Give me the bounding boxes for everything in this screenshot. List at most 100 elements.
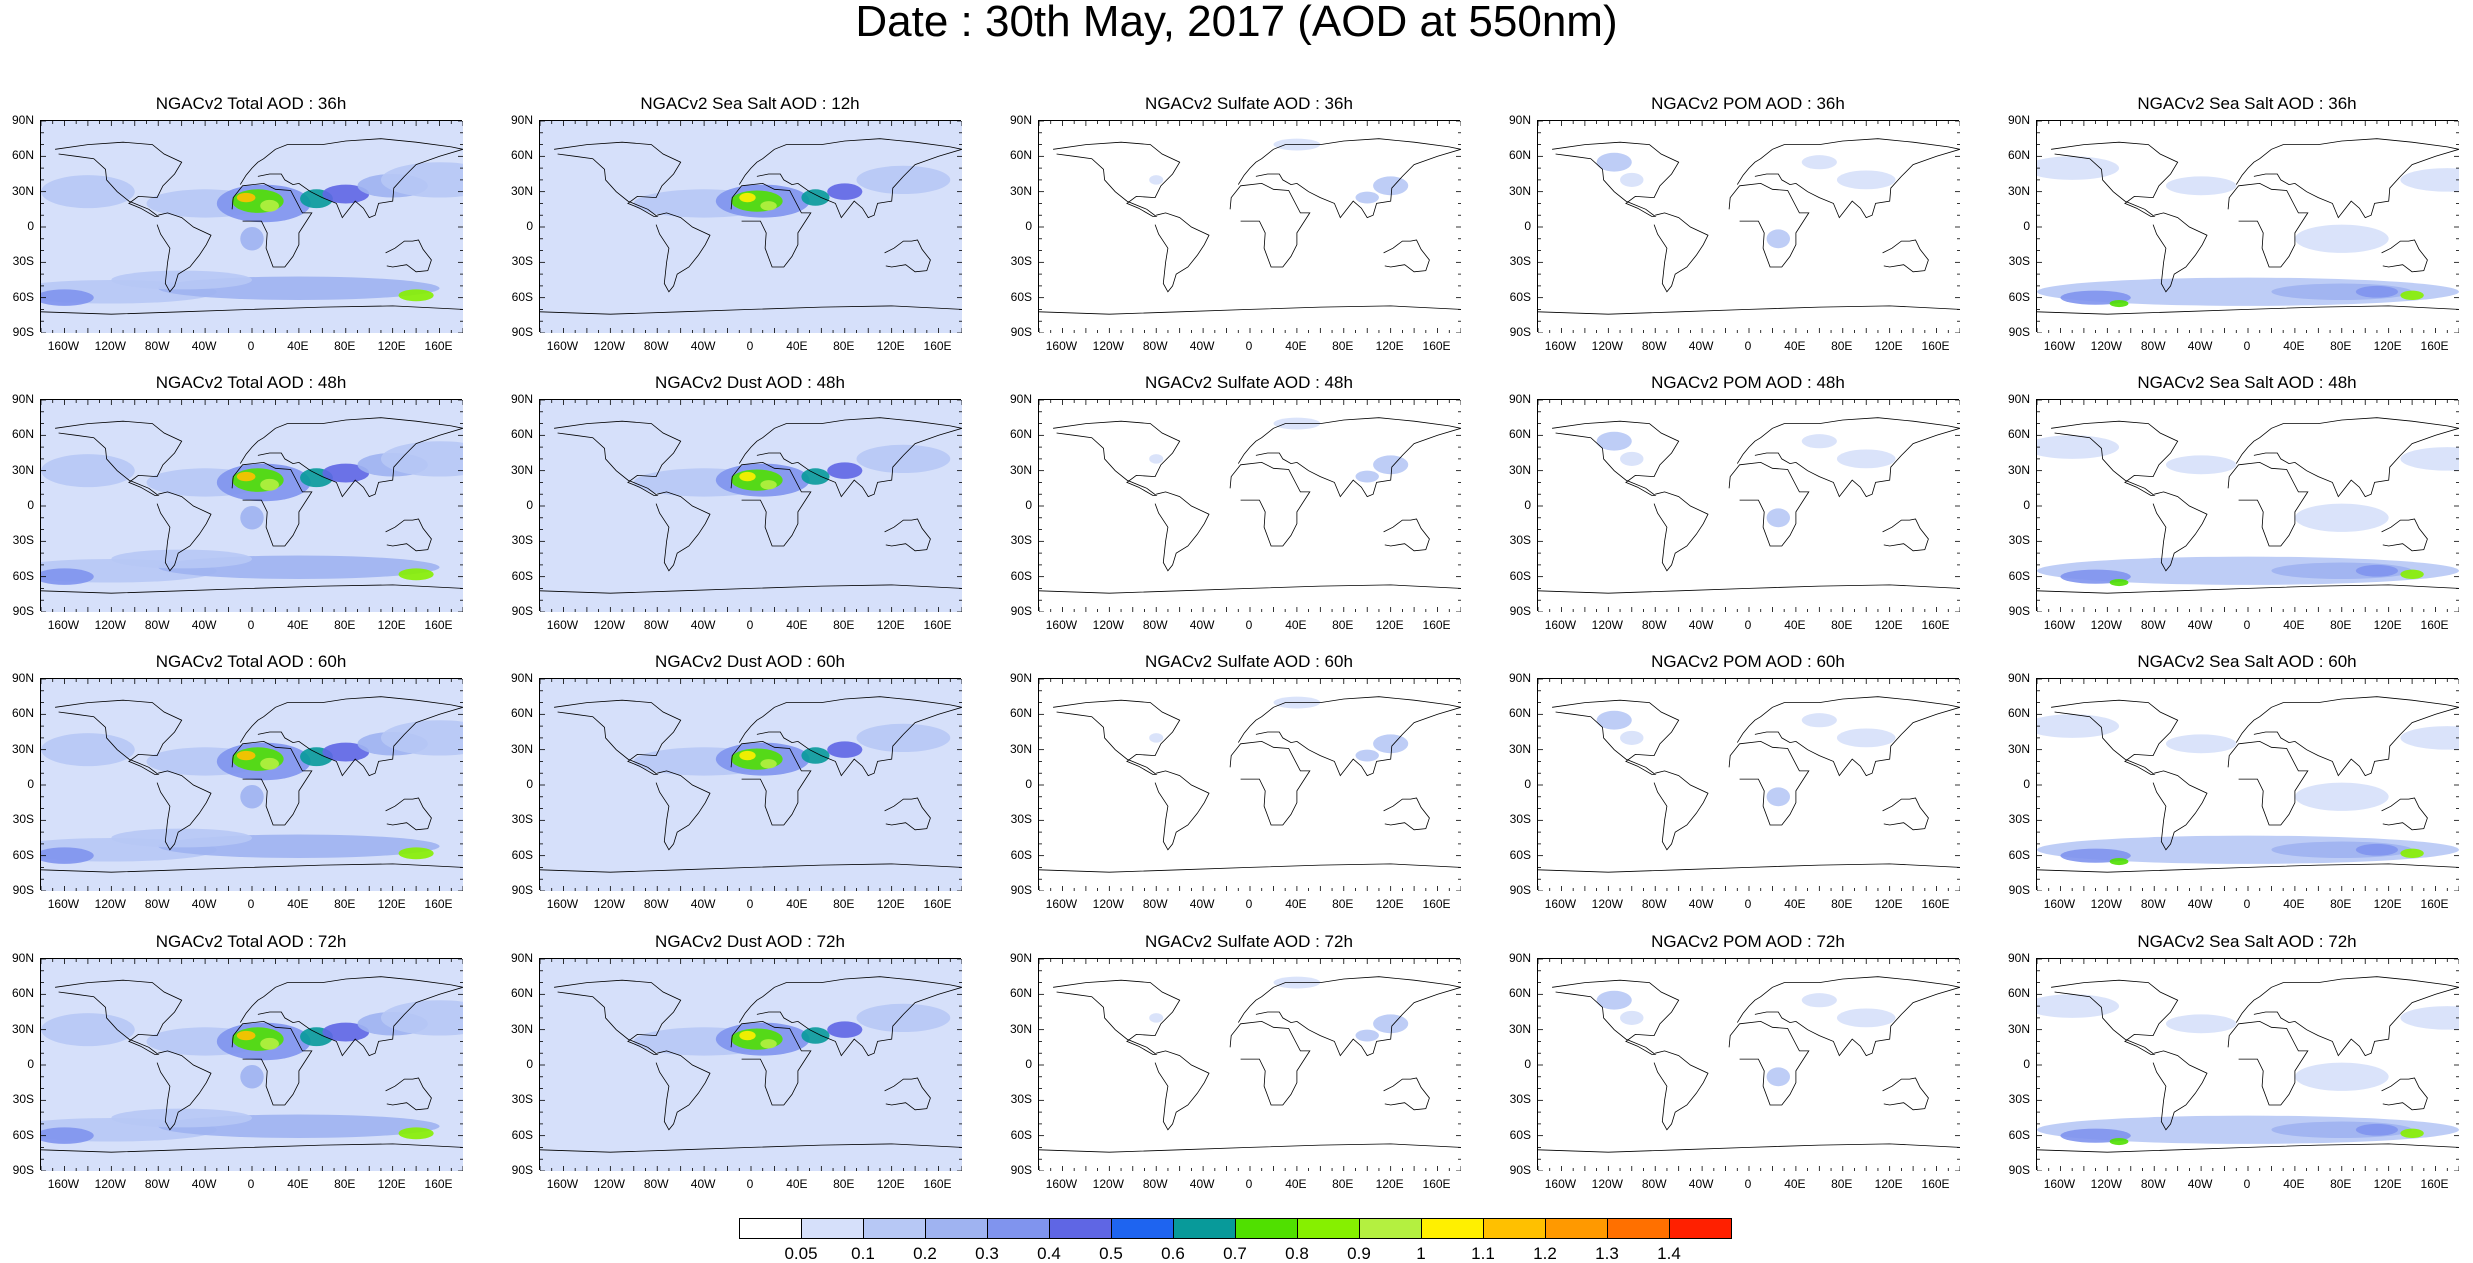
- aod-patch: [41, 847, 94, 864]
- aod-patch: [260, 199, 279, 212]
- latitude-tick-label: 0: [27, 777, 34, 791]
- coastline: [1154, 491, 1210, 572]
- latitude-tick-label: 30N: [1009, 462, 1032, 477]
- longitude-tick-label: 80W: [1641, 618, 1667, 632]
- aod-patch: [645, 695, 951, 729]
- latitude-tick-label: 90N: [11, 671, 34, 685]
- map-panel: NGACv2 POM AOD : 48h 90N 60N 30N 0 30S 60S 90S 1…: [1497, 373, 1979, 635]
- longitude-tick-label: 160W: [47, 1177, 80, 1191]
- coastline: [1383, 518, 1430, 552]
- longitude-tick-label: 40W: [1189, 339, 1215, 353]
- coastline: [55, 420, 183, 496]
- latitude-tick-label: 30N: [2007, 183, 2030, 198]
- latitude-tick-label: 90N: [510, 671, 533, 685]
- colorbar-swatch: [1297, 1218, 1360, 1239]
- coastline: [1653, 1050, 1709, 1131]
- aod-background: [1538, 959, 1960, 1171]
- coastline: [231, 740, 313, 826]
- coastline: [1053, 699, 1181, 775]
- longitude-tick-label: 80W: [643, 897, 669, 911]
- aod-patch: [1149, 733, 1164, 743]
- coastline: [239, 138, 463, 219]
- coastline: [1653, 770, 1709, 851]
- coastline: [1538, 1143, 1960, 1153]
- aod-patch: [1596, 431, 1632, 451]
- longitude-tick-label: 160W: [1045, 339, 1078, 353]
- longitude-tick-label: 0: [2243, 618, 2251, 632]
- coastline: [231, 461, 313, 547]
- longitude-tick-label: 120W: [1591, 339, 1623, 353]
- aod-patch: [1836, 449, 1896, 469]
- aod-patch: [645, 975, 951, 1009]
- coastline: [2051, 979, 2179, 1055]
- latitude-tick-label: 30N: [11, 1021, 34, 1036]
- aod-patch: [1355, 1029, 1379, 1042]
- aod-map: [2037, 121, 2459, 333]
- latitude-tick-label: 90S: [1010, 883, 1032, 897]
- longitude-tick-label: 160E: [1921, 618, 1950, 632]
- aod-patch: [760, 759, 777, 769]
- longitude-tick-label: 80E: [1831, 339, 1853, 353]
- coastline: [239, 417, 463, 498]
- latitude-tick-label: 60N: [510, 427, 533, 442]
- coastline: [1552, 699, 1680, 775]
- coastline: [730, 182, 812, 268]
- longitude-tick-label: 160W: [47, 897, 80, 911]
- longitude-tick-label: 80W: [1142, 339, 1168, 353]
- coastline: [540, 863, 962, 873]
- longitude-tick-label: 40E: [1285, 897, 1307, 911]
- aod-patch: [2400, 168, 2459, 192]
- coastline: [655, 491, 711, 572]
- latitude-tick-label: 30N: [1508, 741, 1531, 756]
- latitude-tick-label: 60S: [1010, 568, 1032, 583]
- latitude-tick-label: 60S: [1509, 1127, 1531, 1142]
- longitude-tick-label: 40W: [191, 339, 217, 353]
- aod-patch: [1801, 434, 1837, 449]
- latitude-tick-label: 0: [2023, 1057, 2030, 1071]
- aod-patch: [1836, 170, 1896, 190]
- latitude-tick-label: 0: [1025, 777, 1032, 791]
- colorbar-label: 0.1: [851, 1244, 875, 1263]
- latitude-tick-label: 30N: [1508, 462, 1531, 477]
- latitude-tick-label: 60N: [1508, 706, 1531, 721]
- latitude-tick-label: 90S: [511, 604, 533, 618]
- longitude-tick-label: 120W: [1591, 618, 1623, 632]
- longitude-tick-label: 80E: [2330, 339, 2352, 353]
- latitude-tick-label: 60S: [1509, 568, 1531, 583]
- aod-patch: [801, 189, 830, 206]
- latitude-tick-label: 90N: [2007, 113, 2030, 127]
- longitude-tick-label: 0: [247, 339, 255, 353]
- aod-patch: [856, 1003, 951, 1033]
- longitude-tick-label: 80W: [1641, 897, 1667, 911]
- aod-patch: [1355, 470, 1379, 483]
- longitude-tick-label: 80E: [1831, 897, 1853, 911]
- map-frame: [1537, 678, 1960, 891]
- map-frame: [1537, 120, 1960, 333]
- latitude-tick-label: 30N: [1009, 183, 1032, 198]
- aod-patch: [856, 444, 951, 474]
- latitude-tick-label: 0: [1524, 219, 1531, 233]
- colorbar-swatch: [1607, 1218, 1670, 1239]
- longitude-tick-label: 80W: [1641, 1177, 1667, 1191]
- latitude-tick-label: 30N: [2007, 1021, 2030, 1036]
- longitude-tick-label: 160E: [1422, 1177, 1451, 1191]
- aod-patch: [1620, 1010, 1644, 1025]
- map-panel: NGACv2 Sea Salt AOD : 60h 90N 60N 30N 0 30S 60…: [1996, 652, 2473, 914]
- longitude-tick-label: 120W: [1591, 1177, 1623, 1191]
- latitude-tick-label: 90N: [1508, 113, 1531, 127]
- aod-patch: [1596, 710, 1632, 730]
- aod-patch: [398, 1127, 434, 1140]
- longitude-tick-label: 160E: [2420, 1177, 2449, 1191]
- longitude-tick-label: 120E: [1375, 1177, 1404, 1191]
- longitude-tick-label: 0: [1245, 339, 1253, 353]
- longitude-tick-label: 80W: [1142, 1177, 1168, 1191]
- aod-patch: [739, 192, 756, 203]
- latitude-tick-label: 60N: [11, 148, 34, 163]
- colorbar-swatch: [863, 1218, 926, 1239]
- map-frame: [40, 399, 463, 612]
- aod-patch: [2037, 714, 2120, 738]
- aod-patch: [41, 289, 94, 306]
- longitude-tick-label: 160E: [424, 618, 453, 632]
- longitude-tick-label: 80E: [2330, 618, 2352, 632]
